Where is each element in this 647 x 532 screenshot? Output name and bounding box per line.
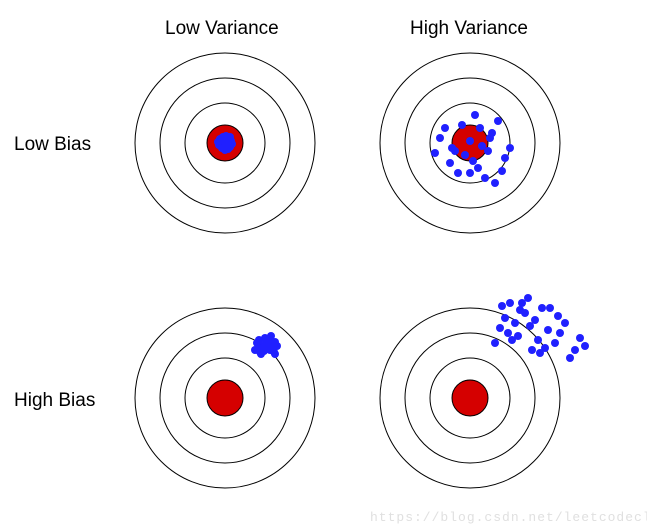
row-header-low-bias: Low Bias <box>14 134 91 156</box>
target-high-bias-high-variance <box>320 268 620 528</box>
target-low-bias-low-variance <box>115 33 335 253</box>
row-header-high-bias: High Bias <box>14 390 95 412</box>
target-low-bias-high-variance <box>340 33 600 253</box>
target-high-bias-low-variance <box>115 288 335 508</box>
watermark-text: https://blog.csdn.net/leetcodecl <box>370 510 647 525</box>
